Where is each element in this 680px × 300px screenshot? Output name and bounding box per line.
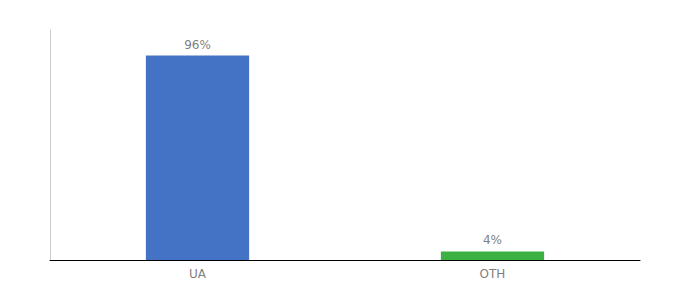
- svg-text:4%: 4%: [483, 233, 502, 247]
- svg-text:96%: 96%: [184, 38, 211, 52]
- svg-text:UA: UA: [189, 267, 207, 281]
- svg-text:OTH: OTH: [480, 267, 506, 281]
